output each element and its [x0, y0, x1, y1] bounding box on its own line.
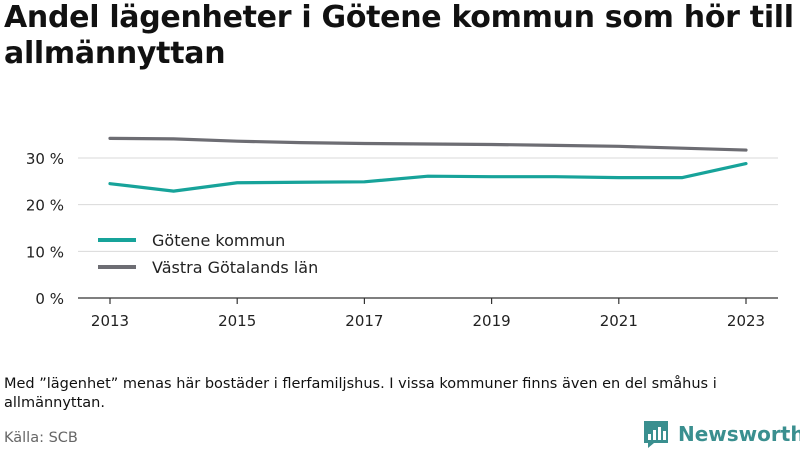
brand-logo: Newsworthy — [642, 418, 800, 450]
x-tick-label: 2019 — [473, 312, 511, 330]
legend: Götene kommun Västra Götalands län — [98, 231, 318, 277]
y-tick-label: 0 % — [35, 290, 64, 308]
x-tick-labels: 2013 2015 2017 2019 2021 2023 — [91, 312, 765, 330]
source-label: Källa: SCB — [4, 430, 78, 446]
brand-name: Newsworthy — [678, 422, 800, 446]
y-tick-label: 30 % — [26, 150, 64, 168]
x-axis — [78, 297, 778, 304]
x-tick-label: 2015 — [218, 312, 256, 330]
y-tick-label: 20 % — [26, 197, 64, 215]
series-lines — [108, 136, 748, 193]
x-tick-label: 2013 — [91, 312, 129, 330]
gridlines — [78, 157, 778, 252]
y-tick-labels: 0 % 10 % 20 % 30 % — [26, 150, 64, 308]
y-tick-label: 10 % — [26, 243, 64, 261]
newsworthy-logo-icon — [644, 421, 668, 448]
x-tick-label: 2017 — [345, 312, 383, 330]
series-line — [108, 161, 748, 193]
line-chart: 0 % 10 % 20 % 30 % 2013 2015 2017 2019 2021 2023… — [26, 136, 778, 330]
footnote: Med ”lägenhet” menas här bostäder i fler… — [4, 376, 717, 411]
chart-title: Andel lägenheter i Götene kommun som hör… — [4, 0, 794, 71]
series-line — [108, 136, 748, 152]
legend-label: Götene kommun — [152, 231, 285, 250]
x-tick-label: 2023 — [727, 312, 765, 330]
legend-label: Västra Götalands län — [152, 258, 318, 277]
x-tick-label: 2021 — [600, 312, 638, 330]
